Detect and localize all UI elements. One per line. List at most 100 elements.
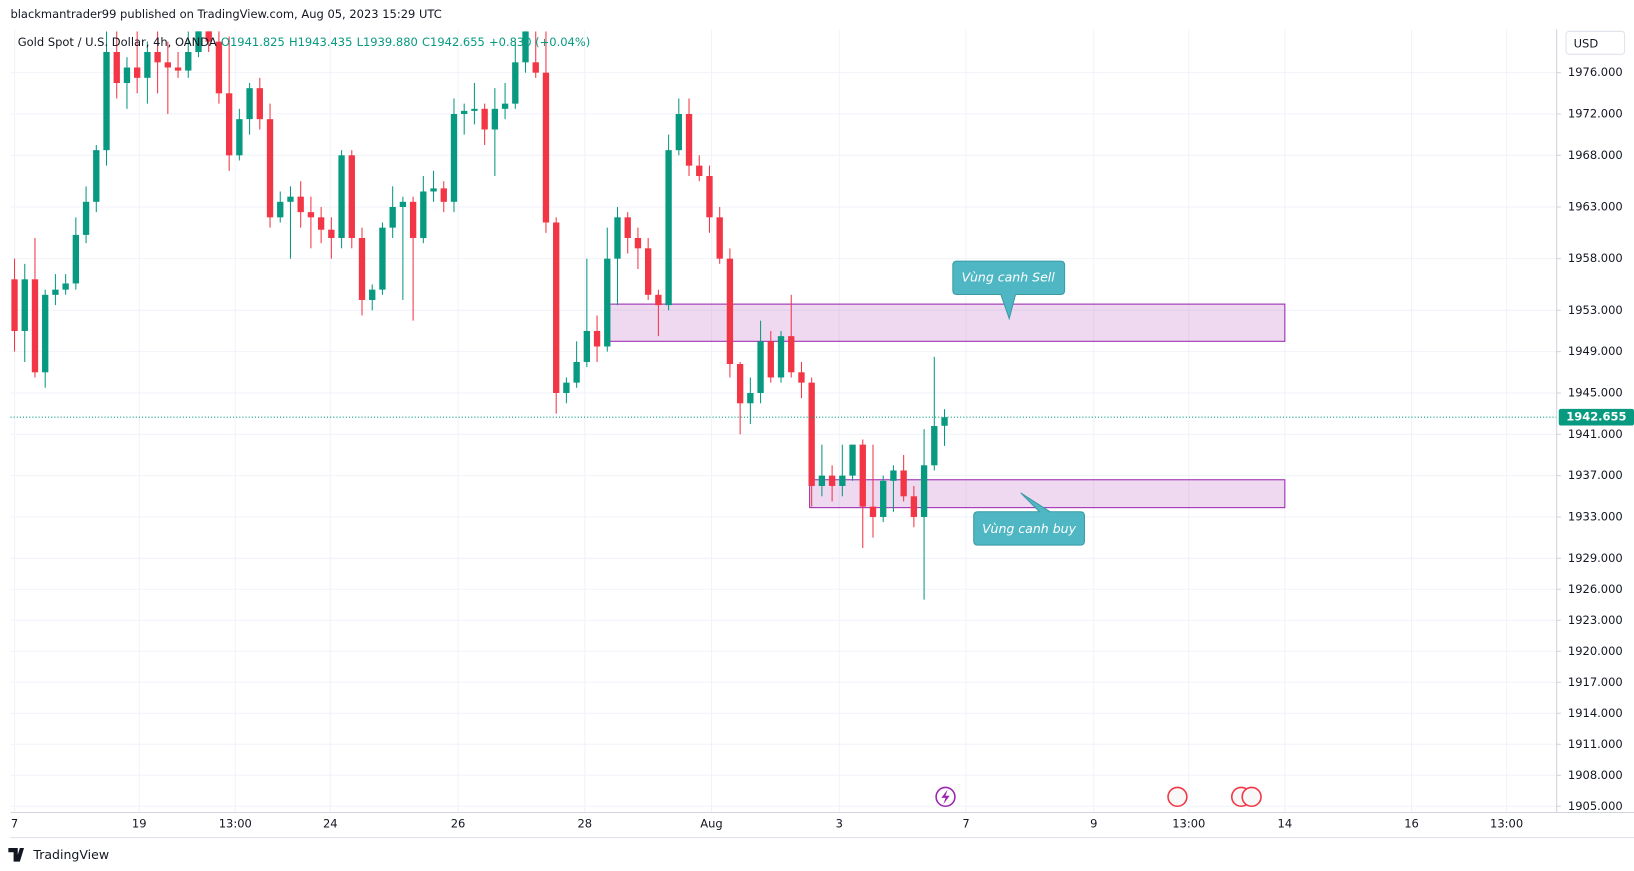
candle-body: [532, 62, 539, 73]
y-tick-label: 1920.000: [1568, 644, 1623, 658]
candle-body: [859, 444, 866, 507]
x-tick-label: 28: [577, 817, 592, 831]
candle-body: [726, 258, 734, 365]
currency-button[interactable]: [1565, 30, 1626, 55]
candle-body: [675, 113, 682, 151]
y-tick-label: 1929.000: [1568, 551, 1623, 565]
last-price-tag: [1558, 408, 1634, 426]
y-tick-label: 1937.000: [1568, 468, 1623, 482]
candle-body: [144, 51, 151, 78]
candle-body: [869, 506, 877, 517]
candle-body: [369, 289, 376, 300]
candle-body: [287, 196, 294, 202]
candle-body: [52, 289, 59, 295]
x-tick-label: 13:00: [1490, 817, 1523, 831]
x-tick-label: 24: [323, 817, 338, 831]
candle-body: [379, 227, 386, 290]
candle-body: [31, 279, 39, 373]
y-tick-label: 1914.000: [1568, 706, 1623, 720]
brand: TradingView: [32, 847, 109, 862]
legend-close: C1942.655: [422, 34, 485, 48]
candle-body: [767, 341, 774, 378]
candle-body: [798, 372, 805, 383]
x-tick-label: 7: [11, 817, 18, 831]
candle-body: [399, 201, 407, 207]
candle-body: [195, 31, 202, 52]
legend: Gold Spot / U.S. Dollar, 4h, OANDA O1941.…: [18, 34, 590, 48]
candle-body: [624, 217, 631, 238]
candle-body: [910, 496, 918, 517]
candle-body: [430, 188, 437, 192]
candle-body: [501, 103, 509, 109]
candle-body: [542, 72, 550, 223]
y-tick-label: 1976.000: [1568, 65, 1623, 79]
callout-box: [952, 260, 1066, 321]
candle-body: [655, 294, 662, 306]
candle-body: [900, 470, 907, 497]
x-tick-label: 9: [1090, 817, 1097, 831]
candle-body: [757, 341, 764, 393]
candle-body: [828, 475, 836, 486]
y-tick-label: 1968.000: [1568, 148, 1623, 162]
candle-body: [440, 188, 447, 202]
buy-callout: Vùng canh buy: [973, 492, 1085, 546]
candle-body: [450, 113, 458, 202]
candle-body: [307, 212, 315, 218]
candle-body: [736, 364, 744, 404]
candle-body: [481, 108, 488, 130]
candle-body: [348, 155, 355, 238]
callout-text: Vùng canh Sell: [962, 269, 1056, 284]
y-tick-label: 1933.000: [1568, 509, 1623, 523]
candle-body: [297, 196, 304, 213]
lightning: [941, 789, 950, 805]
x-tick-label: 3: [836, 817, 843, 831]
zone: [809, 479, 1286, 509]
us-event-icon[interactable]: [1167, 786, 1188, 808]
candle-body: [583, 330, 591, 362]
legend-low: L1939.880: [357, 34, 418, 48]
candle-body: [716, 217, 723, 259]
candle-body: [164, 62, 171, 68]
candle-body: [522, 31, 529, 63]
candle-body: [113, 51, 120, 83]
us-event-icon[interactable]: [1241, 786, 1262, 808]
candle-body: [461, 110, 468, 114]
logo-mark: [8, 848, 25, 862]
publisher: blackmantrader99 published on TradingVie…: [10, 7, 441, 21]
candle-body: [890, 470, 897, 481]
x-tick-label: 19: [132, 817, 147, 831]
candle-body: [685, 113, 693, 166]
candle-body: [777, 336, 785, 378]
candle-body: [788, 336, 795, 373]
candle-body: [389, 206, 396, 228]
candle-body: [839, 475, 846, 486]
y-tick-label: 1917.000: [1568, 675, 1623, 689]
y-tick-label: 1923.000: [1568, 613, 1623, 627]
candle-body: [665, 150, 672, 306]
candle-body: [696, 165, 703, 176]
candle-body: [225, 93, 233, 156]
candle-body: [593, 330, 601, 347]
candle-body: [491, 108, 499, 130]
candle-body: [941, 417, 948, 426]
candle-body: [920, 465, 928, 517]
x-tick-label: 13:00: [1172, 817, 1205, 831]
candle-body: [563, 382, 570, 393]
candle-body: [277, 201, 284, 218]
candle-body: [931, 426, 938, 466]
candle-body: [82, 201, 90, 235]
x-tick-label: 14: [1278, 817, 1293, 831]
candle-body: [11, 279, 18, 331]
candle-body: [338, 155, 345, 238]
x-tick-label: 7: [962, 817, 969, 831]
legend-change: +0.830 (+0.04%): [489, 34, 590, 48]
candle-body: [747, 392, 754, 404]
y-tick-label: 1908.000: [1568, 768, 1623, 782]
zones: [608, 303, 1286, 509]
candle-body: [215, 41, 223, 94]
axes: 1905.000 1908.000 1911.000 1914.000 1917.000…: [11, 65, 1634, 831]
x-tick-label: 26: [451, 817, 466, 831]
sell-callout: Vùng canh Sell: [952, 260, 1066, 321]
